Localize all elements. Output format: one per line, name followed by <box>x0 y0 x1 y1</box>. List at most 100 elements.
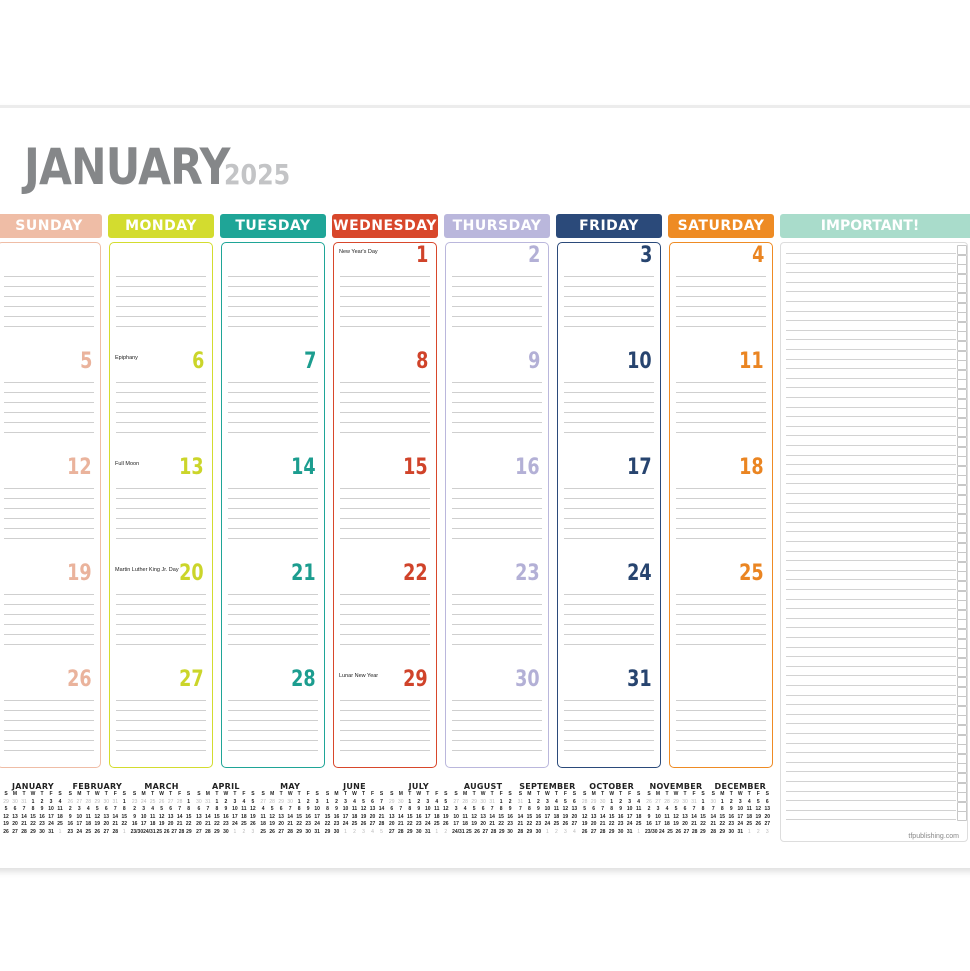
checkbox[interactable] <box>957 533 967 543</box>
day-cell[interactable]: 23 <box>446 561 548 667</box>
checkbox[interactable] <box>957 456 967 467</box>
checkbox[interactable] <box>957 667 967 678</box>
checkbox[interactable] <box>957 677 967 687</box>
checkbox[interactable] <box>957 302 967 313</box>
mini-day: 21 <box>398 821 404 828</box>
checkbox[interactable] <box>957 792 967 803</box>
day-cell[interactable]: 24 <box>558 561 660 667</box>
day-cell[interactable]: 30 <box>446 667 548 773</box>
checkbox[interactable] <box>957 629 967 639</box>
checkbox[interactable] <box>957 379 967 390</box>
day-cell[interactable]: 31 <box>558 667 660 773</box>
day-cell[interactable] <box>222 243 324 349</box>
checkbox[interactable] <box>957 331 967 342</box>
day-cell[interactable]: 9 <box>446 349 548 455</box>
checkbox[interactable] <box>957 811 967 822</box>
checkbox[interactable] <box>957 293 967 303</box>
checkbox[interactable] <box>957 801 967 812</box>
checkbox[interactable] <box>957 485 967 495</box>
day-cell[interactable]: 11 <box>670 349 772 455</box>
checkbox[interactable] <box>957 389 967 399</box>
checkbox[interactable] <box>957 638 967 649</box>
day-cell[interactable]: 26 <box>0 667 100 773</box>
checkbox[interactable] <box>957 715 967 726</box>
mini-day: 28 <box>176 798 183 805</box>
checkbox[interactable] <box>957 648 967 659</box>
checkbox[interactable] <box>957 475 967 486</box>
checkbox[interactable] <box>957 437 967 447</box>
checkbox[interactable] <box>957 360 967 371</box>
mini-day: 22 <box>30 821 36 828</box>
day-cell[interactable]: 18 <box>670 455 772 561</box>
day-cell[interactable]: 3 <box>558 243 660 349</box>
checkbox[interactable] <box>957 763 967 774</box>
checkbox[interactable] <box>957 427 967 438</box>
checkbox[interactable] <box>957 542 967 553</box>
day-cell[interactable]: 25 <box>670 561 772 667</box>
checkbox[interactable] <box>957 513 967 524</box>
writing-line <box>4 508 94 509</box>
checkbox[interactable] <box>957 283 967 294</box>
checkbox[interactable] <box>957 552 967 563</box>
day-cell[interactable]: 5 <box>0 349 100 455</box>
checkbox[interactable] <box>957 523 967 534</box>
checkbox[interactable] <box>957 312 967 323</box>
checkbox[interactable] <box>957 341 967 351</box>
day-cell[interactable]: 29 Lunar New Year <box>334 667 436 773</box>
day-cell[interactable]: 1 New Year's Day <box>334 243 436 349</box>
checkbox[interactable] <box>957 417 967 428</box>
checkbox[interactable] <box>957 571 967 582</box>
checkbox[interactable] <box>957 254 967 265</box>
checkbox[interactable] <box>957 321 967 332</box>
checkbox[interactable] <box>957 561 967 572</box>
checkbox[interactable] <box>957 398 967 409</box>
checkbox[interactable] <box>957 465 967 476</box>
checkbox[interactable] <box>957 446 967 457</box>
day-cell[interactable] <box>110 243 212 349</box>
checkbox[interactable] <box>957 504 967 515</box>
checkbox[interactable] <box>957 350 967 361</box>
checkbox[interactable] <box>957 705 967 716</box>
day-cell[interactable]: 15 <box>334 455 436 561</box>
checkbox[interactable] <box>957 782 967 793</box>
day-cell[interactable]: 19 <box>0 561 100 667</box>
checkbox[interactable] <box>957 744 967 755</box>
day-cell[interactable]: 8 <box>334 349 436 455</box>
day-cell[interactable]: 4 <box>670 243 772 349</box>
checkbox[interactable] <box>957 600 967 611</box>
day-cell[interactable]: 6 Epiphany <box>110 349 212 455</box>
day-cell[interactable]: 21 <box>222 561 324 667</box>
checkbox[interactable] <box>957 494 967 505</box>
day-cell[interactable] <box>670 667 772 773</box>
checkbox[interactable] <box>957 696 967 707</box>
checkbox[interactable] <box>957 657 967 668</box>
day-cell[interactable]: 20 Martin Luther King Jr. Day <box>110 561 212 667</box>
checkbox[interactable] <box>957 408 967 419</box>
day-cell[interactable]: 7 <box>222 349 324 455</box>
day-cell[interactable]: 17 <box>558 455 660 561</box>
checkbox[interactable] <box>957 369 967 380</box>
day-cell[interactable]: 14 <box>222 455 324 561</box>
day-cell[interactable]: 2 <box>446 243 548 349</box>
day-cell[interactable]: 22 <box>334 561 436 667</box>
checkbox[interactable] <box>957 773 967 783</box>
day-cell[interactable]: 16 <box>446 455 548 561</box>
checkbox[interactable] <box>957 686 967 697</box>
checkbox[interactable] <box>957 581 967 591</box>
checkbox[interactable] <box>957 264 967 275</box>
day-cell[interactable]: 12 <box>0 455 100 561</box>
checkbox[interactable] <box>957 273 967 284</box>
checkbox[interactable] <box>957 590 967 601</box>
checkbox[interactable] <box>957 734 967 745</box>
checkbox[interactable] <box>957 245 967 255</box>
day-cell[interactable]: 10 <box>558 349 660 455</box>
checkbox[interactable] <box>957 753 967 764</box>
important-line <box>786 541 956 542</box>
day-cell[interactable] <box>0 243 100 349</box>
checkbox[interactable] <box>957 619 967 630</box>
day-cell[interactable]: 13 Full Moon <box>110 455 212 561</box>
day-cell[interactable]: 27 <box>110 667 212 773</box>
checkbox[interactable] <box>957 609 967 620</box>
checkbox[interactable] <box>957 725 967 735</box>
day-cell[interactable]: 28 <box>222 667 324 773</box>
